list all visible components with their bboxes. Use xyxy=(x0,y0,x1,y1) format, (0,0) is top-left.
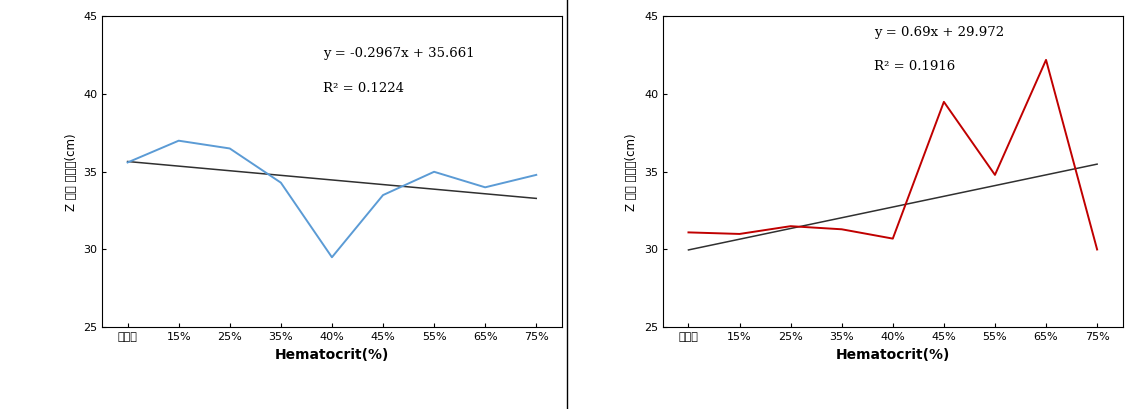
Text: R² = 0.1224: R² = 0.1224 xyxy=(323,82,404,94)
X-axis label: Hematocrit(%): Hematocrit(%) xyxy=(836,348,950,362)
Text: R² = 0.1916: R² = 0.1916 xyxy=(874,60,956,73)
Y-axis label: Z 좌표 설정값(cm): Z 좌표 설정값(cm) xyxy=(65,133,77,211)
Y-axis label: Z 좌표 설정값(cm): Z 좌표 설정값(cm) xyxy=(625,133,638,211)
Text: y = 0.69x + 29.972: y = 0.69x + 29.972 xyxy=(874,26,1005,39)
Text: y = -0.2967x + 35.661: y = -0.2967x + 35.661 xyxy=(323,47,474,61)
X-axis label: Hematocrit(%): Hematocrit(%) xyxy=(274,348,389,362)
